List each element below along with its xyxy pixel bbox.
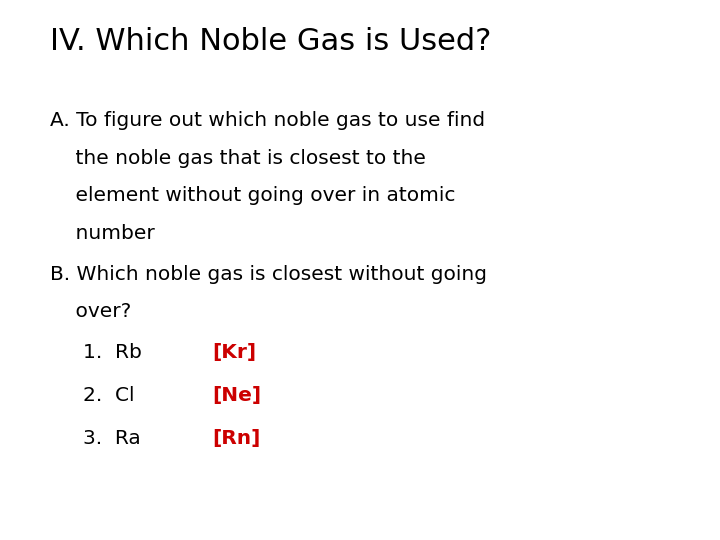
Text: over?: over? <box>50 302 132 321</box>
Text: [Rn]: [Rn] <box>212 429 261 448</box>
Text: number: number <box>50 224 155 243</box>
Text: B. Which noble gas is closest without going: B. Which noble gas is closest without go… <box>50 265 487 284</box>
Text: 3.  Ra: 3. Ra <box>83 429 140 448</box>
Text: 2.  Cl: 2. Cl <box>83 386 135 405</box>
Text: IV. Which Noble Gas is Used?: IV. Which Noble Gas is Used? <box>50 27 492 56</box>
Text: 1.  Rb: 1. Rb <box>83 343 142 362</box>
Text: A. To figure out which noble gas to use find: A. To figure out which noble gas to use … <box>50 111 485 130</box>
Text: [Ne]: [Ne] <box>212 386 261 405</box>
Text: [Kr]: [Kr] <box>212 343 256 362</box>
Text: the noble gas that is closest to the: the noble gas that is closest to the <box>50 148 426 167</box>
Text: element without going over in atomic: element without going over in atomic <box>50 186 456 205</box>
